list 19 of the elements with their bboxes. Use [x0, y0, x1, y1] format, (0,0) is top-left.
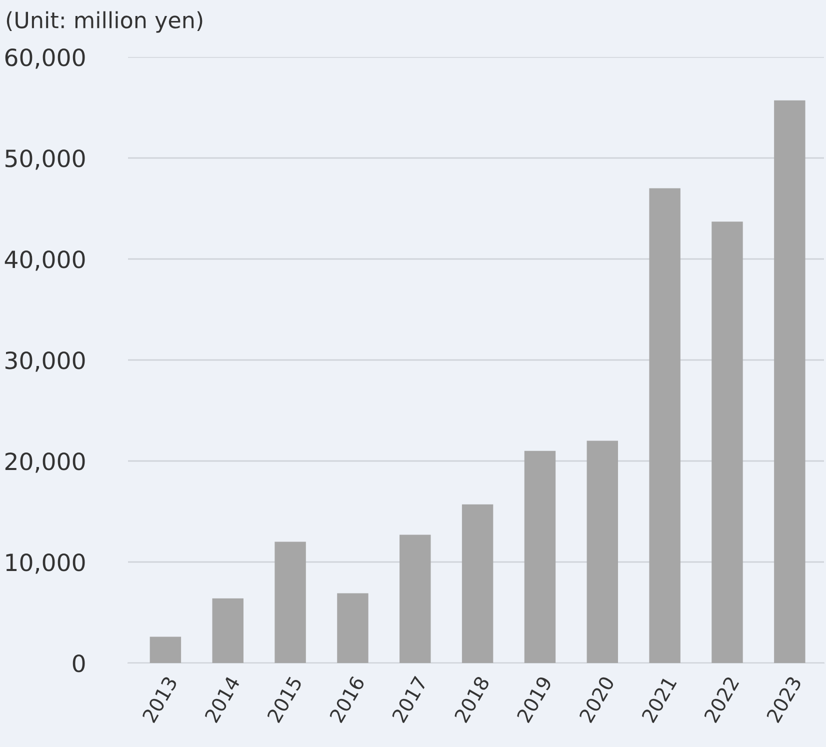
y-tick-label: 50,000 [6, 149, 85, 170]
y-tick-label: 20,000 [5, 452, 85, 473]
bar [400, 534, 431, 663]
y-tick-label: 30,000 [6, 351, 85, 372]
y-tick-label: 40,000 [4, 250, 85, 271]
bar [462, 504, 494, 663]
y-axis-title: (Unit: million yen) [6, 11, 202, 33]
bar [774, 100, 806, 663]
bar [586, 440, 618, 663]
bar [337, 593, 368, 663]
y-tick-label: 10,000 [6, 553, 85, 574]
y-tick-label: 60,000 [5, 48, 85, 69]
bar [712, 222, 743, 663]
bar [524, 450, 556, 663]
bar [649, 188, 680, 663]
bar [212, 598, 244, 663]
y-tick-label: 0 [72, 654, 85, 672]
bar [150, 636, 182, 663]
bar [274, 542, 306, 663]
